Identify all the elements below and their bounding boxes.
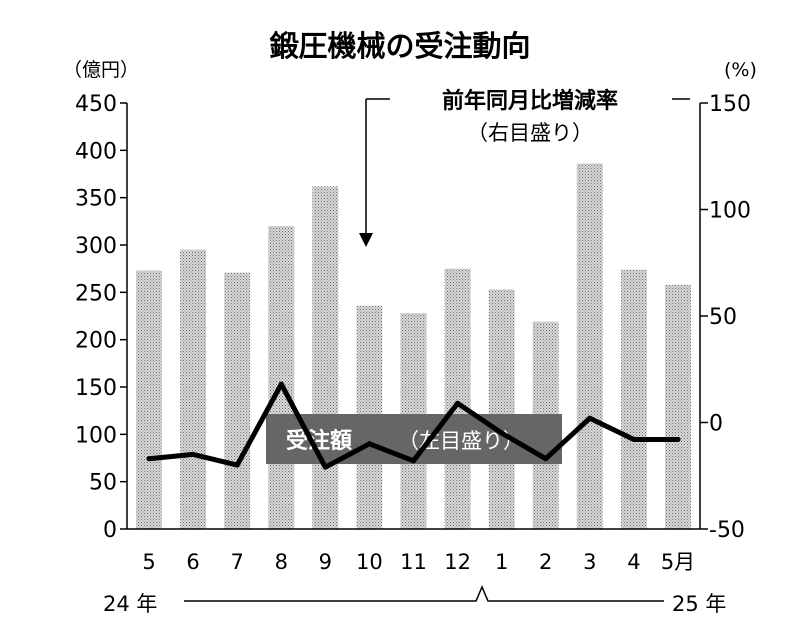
line-series-label: 前年同月比増減率 — [442, 88, 618, 114]
left-tick-label-2: 100 — [75, 423, 117, 448]
year-label-start: 24 年 — [103, 592, 157, 616]
left-axis-unit: （億円） — [63, 59, 139, 81]
x-tick-label-0: 5 — [142, 550, 155, 574]
line-point-4 — [322, 464, 328, 470]
x-tick-label-12: 5月 — [661, 550, 695, 574]
right-tick-label-3: 100 — [709, 199, 751, 224]
line-point-1 — [190, 451, 196, 457]
x-tick-label-5: 10 — [356, 550, 383, 574]
bar-0 — [136, 270, 162, 529]
x-tick-label-1: 6 — [186, 550, 199, 574]
bar-12 — [665, 284, 691, 529]
line-point-12 — [675, 437, 681, 442]
x-tick-label-6: 11 — [400, 550, 427, 574]
year-span-line — [184, 585, 664, 602]
x-tick-label-10: 3 — [583, 550, 596, 574]
line-point-6 — [411, 458, 416, 464]
axes: 0 50 100 150 200 250 300 350 400 450 -50 0 50 100 150 — [75, 92, 751, 543]
bar-4 — [312, 186, 339, 530]
left-tick-label-0: 0 — [103, 518, 117, 543]
annotation-arrow-head — [359, 233, 373, 247]
line-point-9 — [543, 456, 549, 462]
line-point-11 — [631, 437, 637, 442]
line-point-5 — [366, 441, 372, 447]
x-tick-label-8: 1 — [495, 550, 508, 574]
bar-2 — [224, 272, 251, 529]
right-tick-label-1: 0 — [709, 412, 723, 437]
left-tick-label-7: 350 — [75, 187, 117, 212]
left-tick-label-6: 300 — [75, 234, 117, 259]
bar-7 — [444, 268, 471, 529]
right-tick-label-0: -50 — [709, 518, 745, 543]
line-point-10 — [587, 415, 593, 421]
x-tick-label-9: 2 — [539, 550, 552, 574]
line-point-3 — [278, 381, 284, 387]
x-tick-label-2: 7 — [231, 550, 244, 574]
left-tick-label-8: 400 — [75, 139, 117, 164]
right-tick-label-4: 150 — [709, 92, 751, 117]
line-point-2 — [234, 462, 240, 468]
line-point-8 — [499, 430, 505, 436]
bar-series-label: 受注額 — [286, 428, 352, 454]
x-tick-label-4: 9 — [319, 550, 332, 574]
line-point-7 — [455, 400, 461, 406]
chart-title: 鍛圧機械の受注動向 — [269, 29, 530, 63]
left-tick-label-3: 150 — [75, 376, 117, 401]
bar-8 — [488, 289, 515, 529]
x-axis-labels: 5 6 7 8 9 10 11 12 1 2 3 4 5月 — [142, 550, 695, 574]
x-tick-label-3: 8 — [275, 550, 288, 574]
bar-1 — [180, 249, 207, 529]
bar-3 — [268, 226, 295, 529]
bar-11 — [620, 269, 647, 529]
bar-group — [136, 163, 691, 530]
year-label-end: 25 年 — [672, 592, 726, 616]
x-tick-label-11: 4 — [627, 550, 640, 574]
left-tick-label-5: 250 — [75, 281, 117, 306]
line-points — [146, 381, 681, 470]
left-tick-label-1: 50 — [89, 471, 117, 496]
bar-10 — [576, 163, 603, 529]
x-tick-label-7: 12 — [444, 550, 471, 574]
right-axis-unit: (%) — [724, 59, 757, 81]
line-point-0 — [146, 456, 152, 462]
left-tick-label-4: 200 — [75, 329, 117, 354]
right-tick-label-2: 50 — [709, 305, 737, 330]
left-tick-label-9: 450 — [75, 92, 117, 117]
line-series-note: （右目盛り） — [467, 121, 593, 145]
